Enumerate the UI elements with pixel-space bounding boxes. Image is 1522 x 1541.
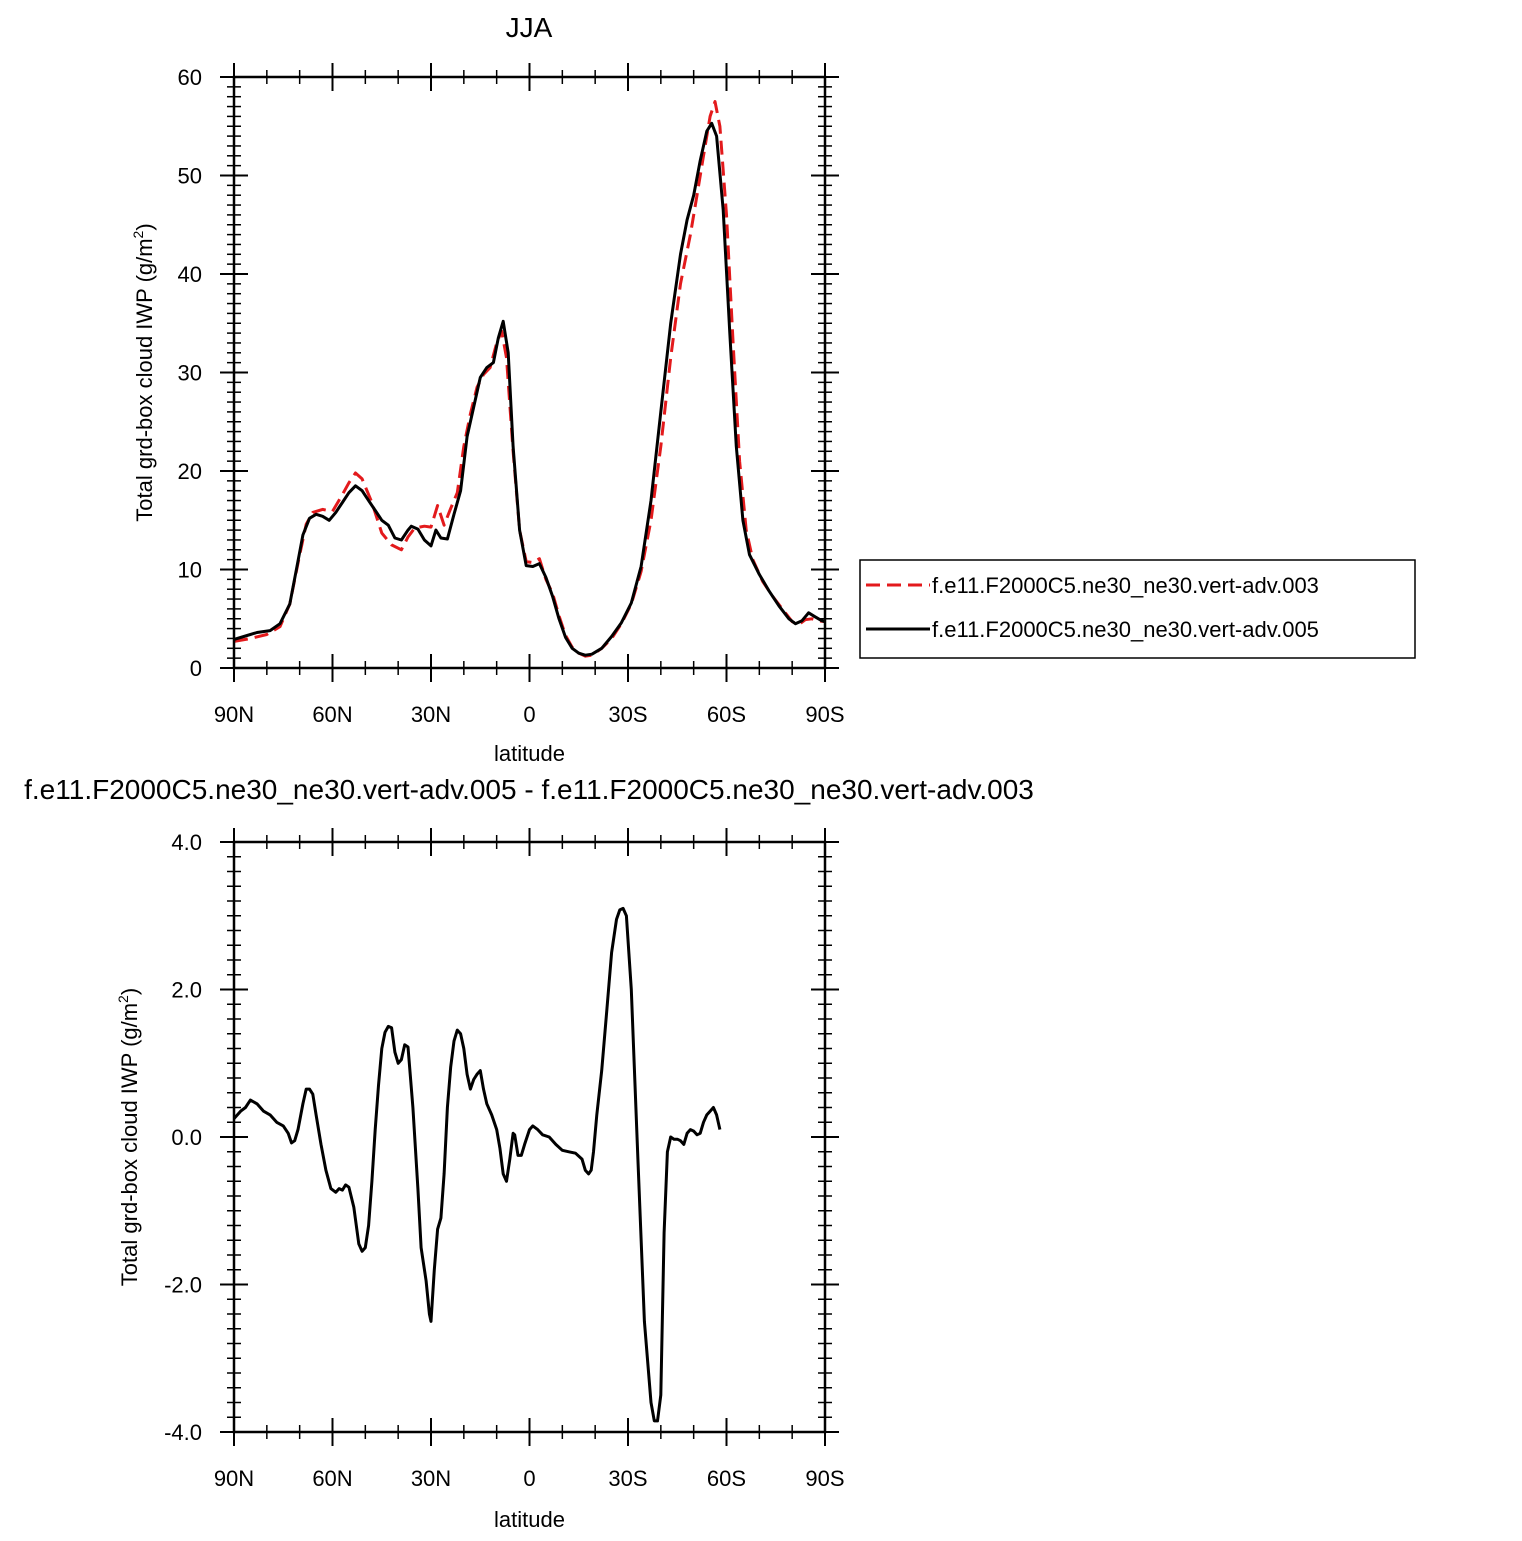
x-tick-label: 60N (312, 702, 352, 727)
x-tick-label: 60N (312, 1466, 352, 1491)
top-plot-title: JJA (506, 12, 553, 43)
x-tick-label: 0 (523, 702, 535, 727)
legend-label-2: f.e11.F2000C5.ne30_ne30.vert-adv.005 (932, 617, 1319, 642)
bottom-plot: f.e11.F2000C5.ne30_ne30.vert-adv.005 - f… (24, 774, 1034, 1532)
x-tick-label: 90S (805, 1466, 844, 1491)
top-plot-ticks: 0 10 20 30 40 50 60 90N 60N 30N 0 30S 60S 90S (178, 63, 845, 727)
x-tick-label: 90N (214, 702, 254, 727)
x-tick-label: 90N (214, 1466, 254, 1491)
top-x-axis-label: latitude (494, 741, 565, 766)
bottom-plot-series (232, 906, 722, 1423)
x-tick-label: 30S (608, 1466, 647, 1491)
bottom-y-axis-label: Total grd-box cloud IWP (g/m2) (115, 988, 142, 1286)
y-tick-label: 20 (178, 459, 202, 484)
y-tick-label: 4.0 (171, 830, 202, 855)
y-tick-label: 60 (178, 65, 202, 90)
x-tick-label: 60S (707, 702, 746, 727)
x-tick-label: 30N (411, 702, 451, 727)
y-tick-label: -2.0 (164, 1273, 202, 1298)
x-tick-label: 30S (608, 702, 647, 727)
y-tick-label: 10 (178, 558, 202, 583)
x-tick-label: 90S (805, 702, 844, 727)
y-tick-label: 50 (178, 164, 202, 189)
top-plot-series (233, 100, 826, 658)
bottom-plot-title: f.e11.F2000C5.ne30_ne30.vert-adv.005 - f… (24, 774, 1034, 805)
y-tick-label: 0.0 (171, 1125, 202, 1150)
series-line-1 (232, 906, 722, 1423)
y-tick-label: 0 (190, 656, 202, 681)
x-tick-label: 30N (411, 1466, 451, 1491)
series-line-2 (233, 121, 826, 657)
y-tick-label: -4.0 (164, 1420, 202, 1445)
bottom-plot-frame (232, 840, 827, 1434)
top-y-axis-label: Total grd-box cloud IWP (g/m2) (130, 223, 157, 521)
x-tick-label: 0 (523, 1466, 535, 1491)
top-plot-frame (232, 75, 827, 670)
bottom-plot-ticks: -4.0 -2.0 0.0 2.0 4.0 90N 60N 30N 0 30S 60S 90S (164, 828, 845, 1491)
x-tick-label: 60S (707, 1466, 746, 1491)
series-line-1 (233, 100, 826, 658)
top-plot: JJA 0 10 20 30 40 50 60 90N 60N 30N 0 30S 60S 90S lat… (130, 12, 845, 766)
y-tick-label: 2.0 (171, 978, 202, 1003)
legend-label-1: f.e11.F2000C5.ne30_ne30.vert-adv.003 (932, 573, 1319, 598)
bottom-x-axis-label: latitude (494, 1507, 565, 1532)
legend-box (859, 559, 1416, 659)
y-tick-label: 40 (178, 262, 202, 287)
y-tick-label: 30 (178, 361, 202, 386)
legend: f.e11.F2000C5.ne30_ne30.vert-adv.003 f.e1… (859, 559, 1416, 659)
